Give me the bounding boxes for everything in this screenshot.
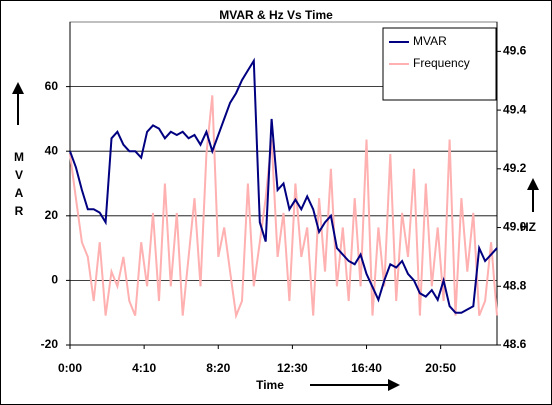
y-axis-label: MVAR xyxy=(12,150,26,222)
x-tick-label: 16:40 xyxy=(351,361,382,375)
y2-tick-label: 49.0 xyxy=(503,220,527,234)
y-tick-label: 40 xyxy=(45,143,59,157)
y2-tick-label: 49.6 xyxy=(503,44,527,58)
y-tick-label: -20 xyxy=(41,337,59,351)
series-line xyxy=(69,95,498,320)
y2-tick-label: 48.8 xyxy=(503,278,527,292)
y-tick-label: 60 xyxy=(45,79,59,93)
x-tick-label: 20:50 xyxy=(425,361,456,375)
x-tick-label: 4:10 xyxy=(132,361,156,375)
y2-tick-label: 49.4 xyxy=(503,102,527,116)
y-tick-label: 20 xyxy=(45,208,59,222)
y-tick-label: 0 xyxy=(51,273,58,287)
legend-label: MVAR xyxy=(413,34,447,48)
series-line xyxy=(69,57,498,314)
x-axis-label: Time xyxy=(256,378,284,392)
y2-tick-label: 49.2 xyxy=(503,161,527,175)
chart-title: MVAR & Hz Vs Time xyxy=(219,8,333,22)
x-tick-label: 8:20 xyxy=(206,361,230,375)
arrows xyxy=(12,82,539,391)
legend-label: Frequency xyxy=(413,56,470,70)
y2-axis-label: HZ xyxy=(520,220,536,234)
x-tick-label: 0:00 xyxy=(58,361,82,375)
x-tick-label: 12:30 xyxy=(277,361,308,375)
y2-tick-label: 48.6 xyxy=(503,337,527,351)
